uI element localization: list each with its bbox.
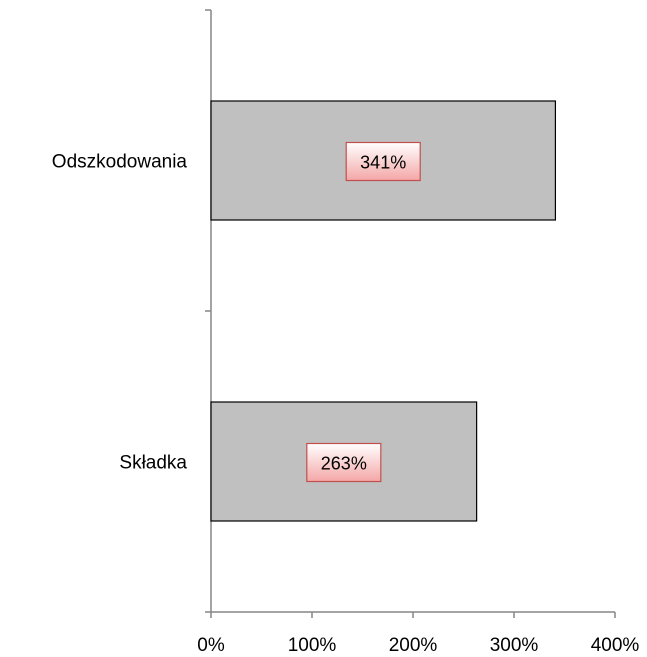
data-label-box (345, 141, 421, 182)
category-label: Odszkodowania (52, 152, 188, 173)
plot-area: 0% 100% 200% 300% 400% Odszkodowania 341% Skład… (52, 9, 640, 656)
x-tick-label: 400% (591, 635, 640, 656)
data-label: 263% (321, 454, 367, 474)
x-tick-label: 0% (197, 635, 225, 656)
data-label: 341% (360, 153, 406, 173)
data-label-box (306, 442, 382, 483)
category-label: Składka (119, 453, 187, 474)
x-tick-label: 300% (490, 635, 539, 656)
x-tick-label: 200% (389, 635, 438, 656)
x-tick-label: 100% (288, 635, 337, 656)
